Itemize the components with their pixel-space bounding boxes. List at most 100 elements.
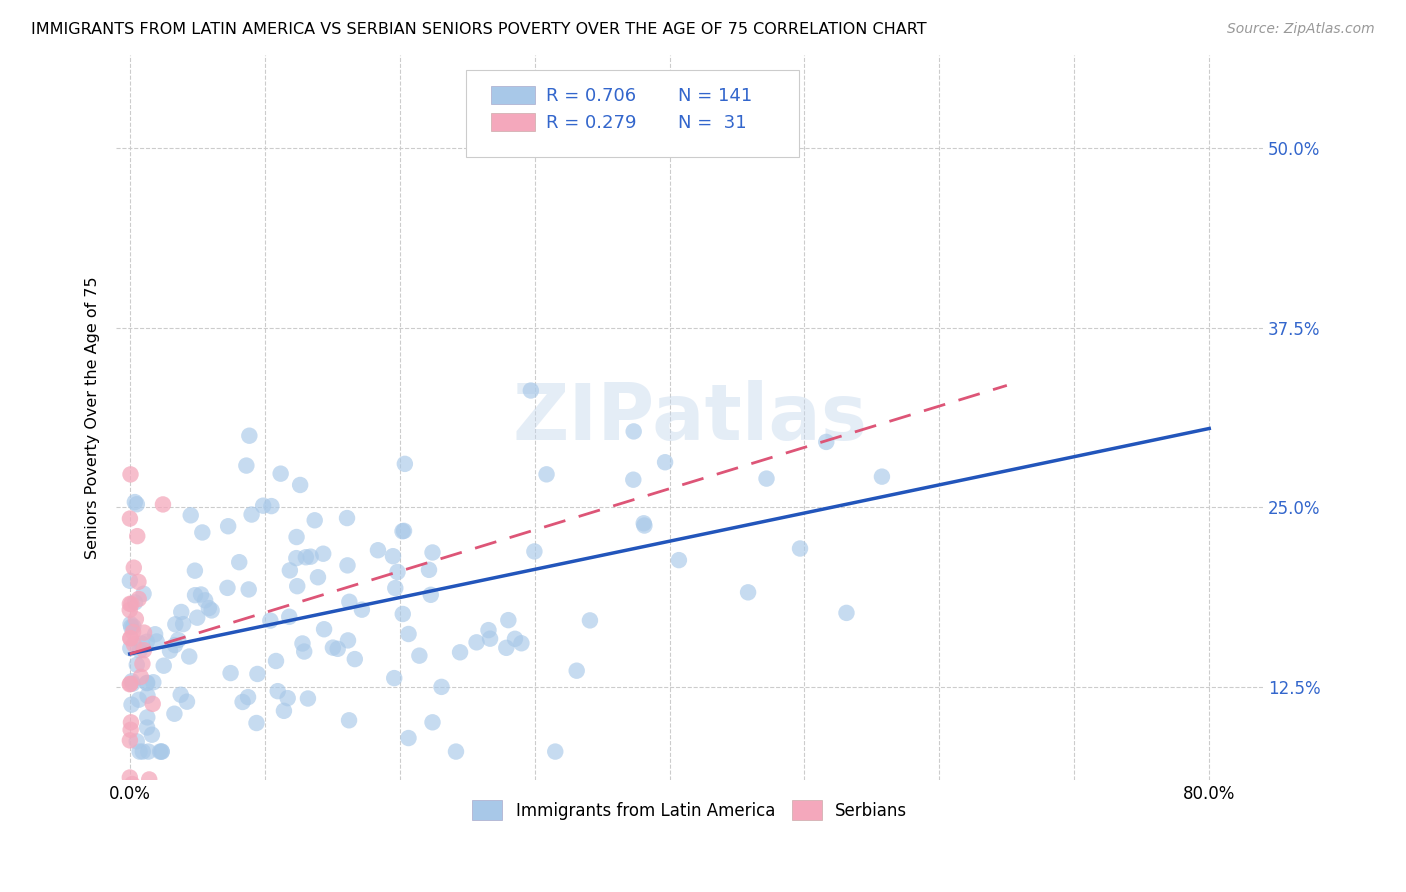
Point (498, 613, 520, 627)
Point (523, 544, 546, 558)
Point (544, 745, 567, 759)
Point (510, 636, 533, 650)
Point (132, 587, 155, 601)
Point (128, 745, 150, 759)
Point (654, 455, 676, 469)
Point (120, 788, 142, 802)
Point (120, 677, 142, 691)
Point (124, 595, 146, 609)
Point (190, 588, 212, 602)
Point (273, 704, 295, 718)
Point (238, 582, 260, 597)
Point (165, 617, 187, 632)
Point (150, 745, 173, 759)
Text: Source: ZipAtlas.com: Source: ZipAtlas.com (1227, 22, 1375, 37)
Point (152, 498, 174, 512)
Point (270, 467, 292, 481)
Point (163, 706, 186, 721)
Point (149, 745, 172, 759)
Point (217, 581, 239, 595)
Point (381, 549, 404, 564)
Point (623, 425, 645, 439)
Point (122, 638, 145, 652)
Point (194, 593, 217, 607)
Point (419, 588, 441, 602)
Point (477, 623, 499, 637)
Point (132, 745, 155, 759)
Text: ZIPatlas: ZIPatlas (512, 380, 868, 456)
Point (176, 695, 198, 709)
Point (124, 495, 146, 509)
Point (235, 458, 257, 473)
Point (668, 553, 690, 567)
Point (120, 723, 142, 737)
Point (307, 570, 329, 584)
Point (238, 428, 260, 442)
Point (125, 497, 148, 511)
Point (121, 674, 143, 689)
Point (120, 597, 142, 611)
Point (179, 649, 201, 664)
Point (125, 734, 148, 748)
Point (343, 652, 366, 666)
Point (267, 684, 290, 698)
Point (159, 644, 181, 658)
Point (240, 508, 263, 522)
Point (295, 550, 318, 565)
Point (418, 563, 440, 577)
Point (337, 595, 360, 609)
Point (118, 733, 141, 747)
Point (120, 632, 142, 646)
Point (118, 511, 141, 525)
Point (350, 602, 373, 616)
Point (129, 670, 152, 684)
Point (367, 543, 389, 558)
Point (120, 641, 142, 656)
Point (285, 551, 308, 566)
Point (135, 634, 157, 648)
Point (198, 601, 221, 615)
Point (565, 664, 588, 678)
Point (449, 645, 471, 659)
Text: IMMIGRANTS FROM LATIN AMERICA VS SERBIAN SENIORS POVERTY OVER THE AGE OF 75 CORR: IMMIGRANTS FROM LATIN AMERICA VS SERBIAN… (31, 22, 927, 37)
Point (125, 612, 148, 626)
Point (815, 434, 838, 449)
Point (118, 574, 141, 588)
Point (789, 541, 811, 556)
Point (422, 715, 444, 730)
Point (870, 469, 893, 483)
Point (121, 698, 143, 712)
Point (122, 560, 145, 574)
Point (520, 384, 543, 398)
Point (384, 581, 406, 595)
Point (136, 710, 159, 724)
FancyBboxPatch shape (491, 87, 534, 104)
Point (128, 643, 150, 657)
FancyBboxPatch shape (467, 70, 799, 157)
Text: N =  31: N = 31 (678, 113, 747, 132)
Point (143, 627, 166, 641)
Point (394, 457, 416, 471)
Point (136, 721, 159, 735)
Point (503, 632, 526, 646)
Point (285, 579, 308, 593)
Point (337, 633, 360, 648)
Point (336, 511, 359, 525)
Point (170, 688, 193, 702)
Point (136, 675, 159, 690)
Point (252, 499, 274, 513)
Point (136, 745, 159, 759)
Point (398, 627, 420, 641)
Point (184, 588, 207, 602)
FancyBboxPatch shape (491, 113, 534, 131)
Point (245, 716, 267, 731)
Point (121, 676, 143, 690)
Point (755, 472, 778, 486)
Point (392, 524, 415, 538)
Point (422, 545, 444, 559)
Point (217, 519, 239, 533)
Point (292, 644, 315, 658)
Point (186, 610, 208, 624)
Point (200, 603, 222, 617)
Point (579, 614, 602, 628)
